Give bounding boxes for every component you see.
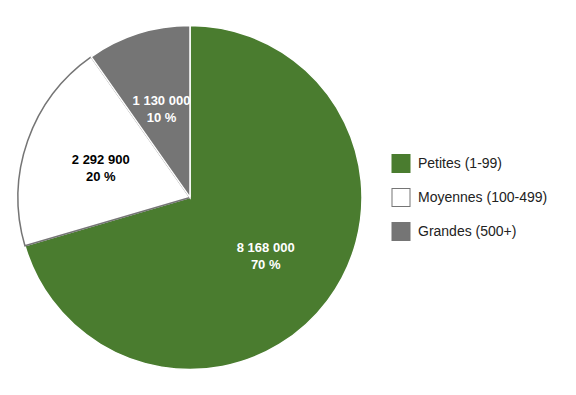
legend-item: Moyennes (100-499) xyxy=(392,189,547,207)
data-label: 1 130 000 10 % xyxy=(133,93,191,125)
legend-item: Petites (1-99) xyxy=(392,155,502,173)
data-label-percentage: 70 % xyxy=(251,257,281,272)
legend-label: Grandes (500+) xyxy=(418,223,516,239)
legend-label: Petites (1-99) xyxy=(418,155,502,171)
data-labels: 8 168 000 70 % 2 292 900 20 % 1 130 000 10 % xyxy=(72,93,295,272)
data-label-percentage: 20 % xyxy=(86,169,116,184)
legend-swatch xyxy=(392,189,410,207)
slices xyxy=(18,26,362,370)
data-label-percentage: 10 % xyxy=(147,110,177,125)
pie: 8 168 000 70 % 2 292 900 20 % 1 130 000 10 % xyxy=(18,26,362,370)
legend-label: Moyennes (100-499) xyxy=(418,189,547,205)
chart-svg: 8 168 000 70 % 2 292 900 20 % 1 130 000 10 % P… xyxy=(0,0,576,395)
data-label-value: 8 168 000 xyxy=(237,240,295,255)
legend-swatch xyxy=(392,155,410,173)
data-label: 2 292 900 20 % xyxy=(72,152,130,184)
legend: Petites (1-99) Moyennes (100-499) Grandes … xyxy=(392,155,547,241)
legend-item: Grandes (500+) xyxy=(392,223,516,241)
data-label-value: 2 292 900 xyxy=(72,152,130,167)
data-label-value: 1 130 000 xyxy=(133,93,191,108)
legend-swatch xyxy=(392,223,410,241)
data-label: 8 168 000 70 % xyxy=(237,240,295,272)
